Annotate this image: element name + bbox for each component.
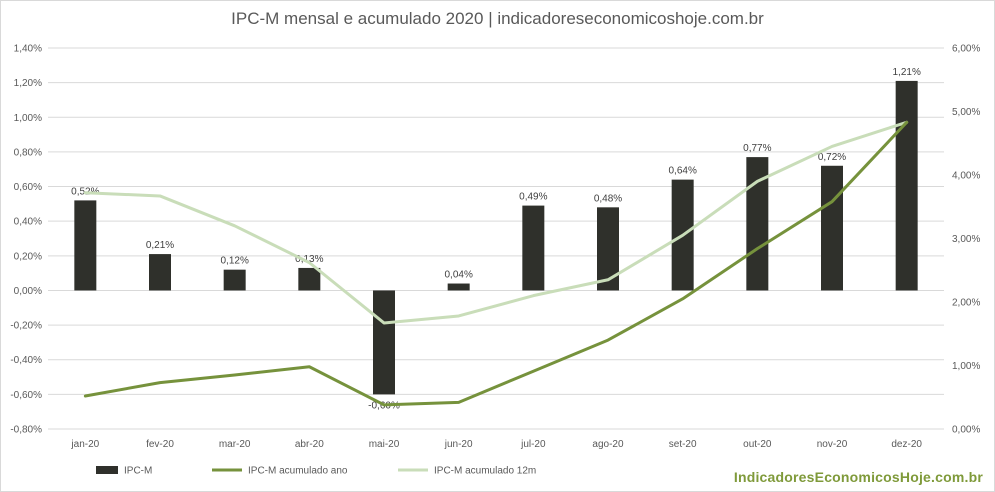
- bar-data-label: 1,21%: [892, 67, 920, 78]
- legend-label: IPC-M acumulado ano: [248, 466, 348, 477]
- legend-swatch-ipc-m: [96, 466, 118, 474]
- y-left-tick-label: -0,60%: [10, 390, 42, 401]
- y-right-tick-label: 0,00%: [952, 425, 980, 436]
- bar-ipc-m: [373, 290, 395, 395]
- y-left-tick-label: 0,40%: [14, 217, 42, 228]
- x-tick-label: ago-20: [592, 439, 624, 450]
- bar-data-label: 0,49%: [519, 192, 547, 203]
- y-right-tick-label: 6,00%: [952, 44, 980, 55]
- bar-ipc-m: [149, 254, 171, 291]
- brand-watermark: IndicadoresEconomicosHoje.com.br: [733, 469, 983, 485]
- y-left-tick-label: -0,80%: [10, 425, 42, 436]
- y-right-tick-label: 4,00%: [952, 171, 980, 182]
- y-left-tick-label: -0,40%: [10, 355, 42, 366]
- x-tick-label: jul-20: [520, 439, 546, 450]
- y-left-tick-label: 1,20%: [14, 78, 42, 89]
- y-left-tick-label: 0,20%: [14, 251, 42, 262]
- legend-label: IPC-M: [124, 466, 152, 477]
- x-tick-label: jan-20: [70, 439, 99, 450]
- bar-data-label: 0,04%: [444, 270, 472, 281]
- y-right-tick-label: 1,00%: [952, 361, 980, 372]
- x-tick-label: dez-20: [891, 439, 922, 450]
- x-tick-label: out-20: [743, 439, 772, 450]
- x-tick-label: nov-20: [817, 439, 848, 450]
- bar-ipc-m: [895, 80, 918, 291]
- y-right-tick-label: 3,00%: [952, 234, 980, 245]
- bar-ipc-m: [522, 205, 545, 291]
- bar-ipc-m: [597, 207, 619, 291]
- y-left-tick-label: 0,60%: [14, 182, 42, 193]
- bar-data-label: 0,21%: [146, 240, 174, 251]
- legend-label: IPC-M acumulado 12m: [434, 466, 536, 477]
- x-tick-label: mar-20: [219, 439, 251, 450]
- y-left-tick-label: -0,20%: [10, 321, 42, 332]
- x-tick-label: mai-20: [369, 439, 400, 450]
- y-left-tick-label: 0,00%: [14, 286, 42, 297]
- x-tick-label: fev-20: [146, 439, 174, 450]
- x-tick-label: abr-20: [295, 439, 324, 450]
- y-left-tick-label: 0,80%: [14, 147, 42, 158]
- y-right-tick-label: 5,00%: [952, 107, 980, 118]
- y-right-tick-label: 2,00%: [952, 298, 980, 309]
- x-tick-label: jun-20: [444, 439, 473, 450]
- y-left-tick-label: 1,40%: [14, 44, 42, 55]
- bar-data-label: 0,64%: [668, 166, 696, 177]
- bar-data-label: 0,72%: [818, 152, 846, 163]
- bar-ipc-m: [74, 200, 97, 291]
- chart-title: IPC-M mensal e acumulado 2020 | indicado…: [231, 9, 764, 28]
- bar-ipc-m: [223, 269, 246, 291]
- bar-data-label: 0,48%: [594, 193, 622, 204]
- line-acumulado-ano: [83, 120, 909, 407]
- y-left-tick-label: 1,00%: [14, 113, 42, 124]
- bar-ipc-m: [447, 283, 470, 291]
- bar-data-label: 0,77%: [743, 143, 771, 154]
- bar-ipc-m: [821, 165, 843, 291]
- bar-ipc-m: [746, 157, 769, 291]
- bar-data-label: 0,12%: [220, 256, 248, 267]
- x-tick-label: set-20: [669, 439, 697, 450]
- line-acumulado-12m: [83, 120, 909, 325]
- bar-data-label: 0,13%: [295, 254, 323, 265]
- bar-ipc-m: [298, 267, 321, 291]
